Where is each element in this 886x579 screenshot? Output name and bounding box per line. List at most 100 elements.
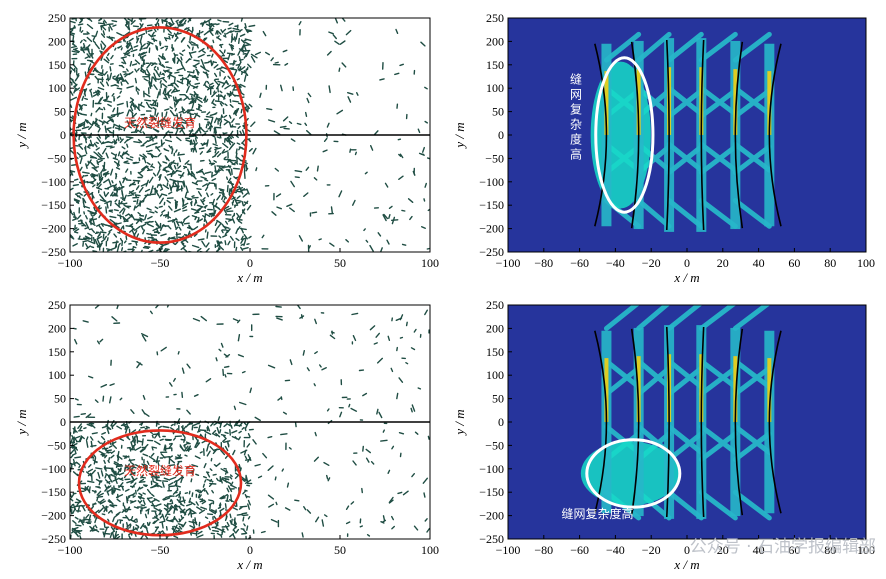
- fracture-mark: [369, 325, 376, 331]
- fracture-mark: [138, 492, 143, 496]
- fracture-mark: [200, 59, 204, 64]
- fracture-mark: [185, 85, 190, 94]
- fracture-mark: [70, 454, 74, 459]
- fracture-mark: [200, 506, 208, 510]
- fracture-mark: [169, 109, 175, 117]
- fracture-mark: [175, 98, 181, 106]
- fracture-mark: [168, 464, 176, 467]
- fracture-mark: [228, 169, 232, 176]
- fracture-mark: [167, 219, 173, 223]
- fracture-mark: [97, 127, 101, 133]
- fracture-mark: [205, 123, 208, 129]
- fracture-mark: [136, 91, 140, 95]
- fracture-mark: [89, 212, 94, 215]
- fracture-mark: [105, 206, 108, 214]
- fracture-mark: [139, 486, 144, 490]
- fracture-mark: [307, 92, 312, 98]
- fracture-mark: [163, 93, 169, 101]
- fracture-mark: [286, 482, 290, 488]
- fracture-mark: [139, 422, 143, 426]
- fracture-mark: [382, 429, 385, 433]
- fracture-mark: [115, 166, 121, 170]
- fracture-mark: [102, 171, 108, 175]
- fracture-mark: [142, 492, 146, 495]
- fracture-mark: [214, 204, 221, 211]
- fracture-mark: [133, 45, 139, 48]
- fracture-mark: [423, 492, 426, 498]
- fracture-mark: [107, 178, 112, 186]
- fracture-branch: [636, 365, 672, 397]
- fracture-mark: [246, 204, 252, 211]
- fracture-mark: [241, 209, 246, 215]
- fracture-mark: [186, 226, 194, 231]
- fracture-mark: [116, 134, 120, 142]
- fracture-mark: [147, 41, 154, 45]
- fracture-mark: [283, 127, 290, 130]
- fracture-mark: [236, 156, 242, 162]
- fracture-mark: [124, 152, 130, 156]
- fracture-mark: [87, 83, 91, 86]
- fracture-mark: [167, 236, 171, 241]
- fracture-mark: [70, 104, 73, 109]
- fracture-mark: [126, 120, 130, 126]
- fracture-mark: [178, 22, 186, 27]
- fracture-mark: [172, 57, 176, 61]
- fracture-mark: [203, 80, 207, 87]
- fracture-mark: [113, 487, 121, 491]
- fracture-mark: [158, 510, 163, 516]
- fracture-mark: [183, 247, 188, 252]
- fracture-mark: [96, 490, 102, 496]
- fracture-mark: [169, 178, 177, 182]
- fracture-mark: [169, 186, 172, 192]
- fracture-mark: [90, 469, 96, 476]
- fracture-mark: [220, 114, 224, 119]
- fracture-mark: [140, 476, 147, 479]
- fracture-mark: [254, 51, 261, 56]
- fracture-mark: [96, 340, 101, 345]
- fracture-mark: [83, 485, 90, 491]
- fracture-mark: [80, 30, 84, 33]
- fracture-mark: [237, 334, 241, 342]
- fracture-mark: [273, 130, 281, 136]
- fracture-mark: [219, 503, 222, 509]
- fracture-mark: [319, 364, 322, 368]
- chart-panel-bottom-left: 天然裂缝发育250200150100500−50−100−150−200−250…: [14, 298, 439, 572]
- fracture-mark: [161, 522, 164, 529]
- fracture-mark: [220, 449, 226, 456]
- fracture-mark: [127, 194, 133, 197]
- fracture-mark: [153, 68, 158, 73]
- fracture-mark: [236, 77, 240, 81]
- fracture-mark: [121, 61, 125, 65]
- fracture-mark: [354, 151, 357, 156]
- fracture-mark: [103, 19, 108, 24]
- fracture-mark: [296, 122, 302, 126]
- fracture-mark: [106, 184, 115, 189]
- fracture-mark: [245, 164, 248, 170]
- fracture-mark: [200, 30, 204, 34]
- fracture-mark: [379, 247, 383, 252]
- fracture-mark: [108, 24, 113, 31]
- fracture-mark: [210, 192, 214, 196]
- fracture-mark: [104, 191, 110, 198]
- fracture-mark: [94, 75, 100, 81]
- fracture-mark: [150, 452, 155, 457]
- fracture-mark: [87, 120, 93, 126]
- fracture-mark: [90, 222, 96, 227]
- fracture-mark: [226, 494, 229, 502]
- fracture-mark: [155, 70, 161, 78]
- fracture-mark: [181, 391, 184, 398]
- fracture-mark: [70, 234, 74, 239]
- fracture-mark: [270, 57, 274, 62]
- fracture-mark: [192, 317, 201, 322]
- fracture-mark: [171, 499, 174, 505]
- fracture-branch: [666, 198, 704, 229]
- fracture-mark: [227, 177, 232, 184]
- fracture-mark: [154, 101, 157, 106]
- fracture-mark: [96, 238, 101, 246]
- y-tick-label: −100: [41, 175, 66, 189]
- fracture-mark: [244, 422, 249, 430]
- fracture-mark: [91, 35, 97, 38]
- fracture-mark: [129, 524, 132, 529]
- fracture-mark: [161, 83, 168, 88]
- fracture-mark: [144, 524, 148, 529]
